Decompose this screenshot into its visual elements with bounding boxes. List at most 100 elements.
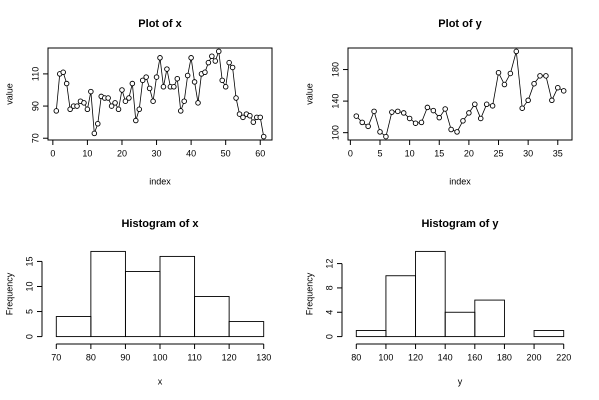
y-tick-label: 8 [324,285,334,290]
y-axis-label: Frequency [304,272,314,315]
x-tick-label: 120 [222,352,237,362]
data-point [247,112,253,119]
data-point [139,77,146,84]
y-tick-label: 0 [24,334,34,339]
x-tick-label: 160 [467,352,482,362]
x-tick-label: 0 [50,148,55,158]
histogram-bar [533,330,565,338]
y-tick-label: 12 [324,259,334,269]
data-point [136,106,143,113]
x-tick-label: 70 [51,352,61,362]
chart-title: Plot of x [138,18,182,30]
x-axis-label: index [149,176,171,186]
data-point [257,114,263,121]
x-tick-label: 80 [86,352,96,362]
data-point [164,66,170,72]
data-point [219,77,225,84]
data-point [454,129,460,135]
data-point [95,121,101,127]
data-point [353,113,360,119]
y-tick-label: 70 [30,133,40,143]
x-tick-label: 220 [556,352,571,362]
data-point [122,98,129,104]
data-point [240,114,246,121]
y-tick-label: 10 [24,281,34,291]
data-point [226,59,232,66]
data-point [236,111,243,117]
data-point [53,108,60,114]
x-tick-label: 0 [348,148,353,158]
data-point [531,80,537,87]
data-point [181,98,187,104]
data-point [105,95,111,101]
x-tick-label: 35 [553,148,563,158]
data-point [67,106,73,113]
y-tick-label: 110 [30,67,40,81]
data-point [472,101,478,108]
data-point [202,69,208,76]
data-point [212,58,219,64]
chart-title: Histogram of x [121,218,199,230]
histogram-bar [474,299,505,338]
data-point [430,107,437,114]
x-tick-label: 60 [255,148,265,158]
data-point [489,103,496,109]
y-tick-label: 5 [24,309,34,314]
data-point [160,84,167,90]
x-axis-label: index [449,176,471,186]
data-point [195,100,201,106]
data-point [84,106,91,113]
data-point [442,106,448,112]
data-point [126,95,132,101]
x-tick-label: 180 [497,352,512,362]
data-point [81,100,87,106]
data-point [184,72,191,79]
x-tick-label: 110 [187,352,201,362]
data-point [543,73,549,79]
data-line [55,51,265,137]
x-axis-label: y [458,376,463,386]
x-tick-label: 90 [120,352,130,362]
data-point [63,80,70,87]
data-point [513,48,520,55]
data-point [188,55,194,61]
data-point [209,53,215,59]
data-point [537,73,543,79]
histogram-bar [228,321,265,338]
x-tick-label: 30 [152,148,162,158]
x-tick-label: 25 [494,148,504,158]
data-point [177,108,184,114]
histogram-bar [124,271,161,338]
data-point [60,69,66,76]
y-axis-label: value [4,83,14,105]
histogram-bar [159,255,196,338]
x-axis-label: x [158,376,163,386]
x-tick-label: 50 [221,148,231,158]
histogram-bar [355,330,387,338]
data-point [418,119,425,126]
y-axis-label: Frequency [4,272,14,315]
x-tick-label: 10 [82,148,92,158]
data-point [129,80,136,87]
data-point [555,84,561,91]
data-point [222,84,229,90]
data-point [153,74,160,80]
data-point [229,64,236,71]
x-tick-label: 15 [434,148,444,158]
data-point [389,109,395,115]
x-tick-label: 30 [523,148,533,158]
data-point [519,105,525,111]
data-point [88,88,94,95]
histogram-bar [444,311,476,338]
data-point [108,103,115,109]
data-point [359,119,365,126]
data-point [400,110,407,116]
y-tick-label: 180 [330,62,340,77]
data-point [174,75,181,82]
data-point [233,95,239,101]
data-point [412,120,419,126]
chart-title: Histogram of y [421,218,499,230]
data-point [477,115,484,122]
data-point [460,118,466,124]
